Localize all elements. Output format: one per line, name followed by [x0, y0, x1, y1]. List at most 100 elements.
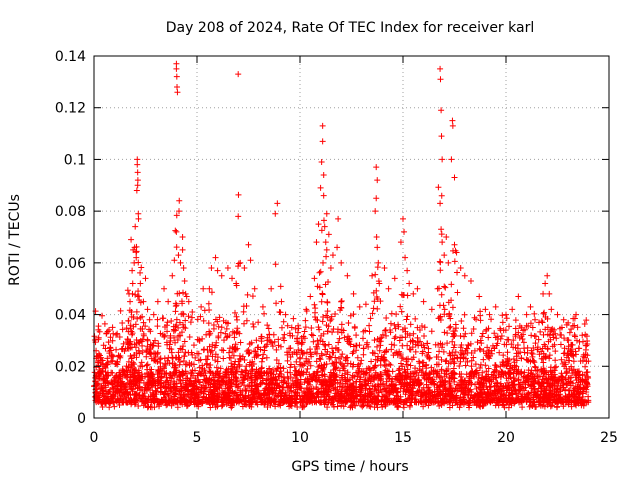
data-point [371, 404, 378, 411]
data-point [428, 328, 435, 335]
data-point [547, 403, 554, 410]
data-point [338, 402, 345, 409]
data-point [307, 346, 314, 353]
data-point [235, 383, 242, 390]
data-point [287, 361, 294, 368]
data-point [335, 339, 342, 346]
data-point [394, 389, 401, 396]
data-point [568, 326, 575, 333]
data-point [173, 398, 180, 405]
data-point [281, 337, 288, 344]
data-point [142, 323, 149, 330]
data-point [531, 389, 538, 396]
data-point [558, 356, 565, 363]
data-point [273, 356, 280, 363]
data-point [219, 402, 226, 409]
data-point [560, 403, 567, 410]
data-point [273, 346, 280, 353]
data-point [387, 361, 394, 368]
data-point [112, 361, 119, 368]
data-point [371, 337, 378, 344]
data-point [471, 347, 478, 354]
data-point [265, 325, 272, 332]
data-point [492, 362, 499, 369]
data-point [107, 344, 114, 351]
data-point [366, 385, 373, 392]
data-point [568, 367, 575, 374]
data-point [483, 383, 490, 390]
data-point [479, 393, 486, 400]
data-point [503, 315, 510, 322]
data-point [207, 348, 214, 355]
data-point [540, 310, 547, 317]
data-point [537, 328, 544, 335]
data-point [500, 383, 507, 390]
x-tick-label: 0 [90, 430, 99, 446]
data-point [488, 316, 495, 323]
data-point [117, 373, 124, 380]
data-point [464, 345, 471, 352]
data-point [150, 340, 157, 347]
data-point [246, 403, 253, 410]
data-point [498, 388, 505, 395]
data-point [262, 385, 269, 392]
data-point [315, 341, 322, 348]
data-point [235, 397, 242, 404]
data-point [324, 308, 331, 315]
data-point [415, 376, 422, 383]
y-tick-label: 0.04 [55, 308, 86, 324]
data-point [309, 399, 316, 406]
data-point [530, 383, 537, 390]
data-point [400, 404, 407, 411]
data-point [212, 357, 219, 364]
data-point [531, 310, 538, 317]
data-point [209, 353, 216, 360]
data-point [436, 373, 443, 380]
data-point [504, 349, 511, 356]
data-point [102, 345, 109, 352]
data-point [299, 402, 306, 409]
data-point [172, 390, 179, 397]
data-point [161, 383, 168, 390]
data-point [477, 364, 484, 371]
data-point [496, 349, 503, 356]
data-point [188, 349, 195, 356]
data-point [531, 363, 538, 370]
data-point [582, 363, 589, 370]
data-point [95, 334, 102, 341]
data-point [581, 320, 588, 327]
data-point [259, 355, 266, 362]
data-point [470, 354, 477, 361]
data-point [511, 400, 518, 407]
data-point [374, 383, 381, 390]
data-point [521, 345, 528, 352]
data-point [250, 320, 257, 327]
data-point [119, 346, 126, 353]
data-point [574, 324, 581, 331]
data-point [154, 316, 161, 323]
data-point [314, 337, 321, 344]
data-point [527, 303, 534, 310]
data-point [442, 358, 449, 365]
data-point [105, 339, 112, 346]
data-points [91, 60, 592, 411]
data-point [488, 350, 495, 357]
data-point [223, 394, 230, 401]
data-point [176, 319, 183, 326]
data-point [564, 350, 571, 357]
data-point [308, 353, 315, 360]
data-point [327, 354, 334, 361]
data-point [109, 381, 116, 388]
data-point [497, 393, 504, 400]
data-point [398, 360, 405, 367]
data-point [498, 370, 505, 377]
data-point [415, 338, 422, 345]
data-point [164, 328, 171, 335]
data-point [542, 343, 549, 350]
data-point [552, 386, 559, 393]
data-point [284, 322, 291, 329]
data-point [482, 362, 489, 369]
data-point [301, 328, 308, 335]
data-point [161, 333, 168, 340]
